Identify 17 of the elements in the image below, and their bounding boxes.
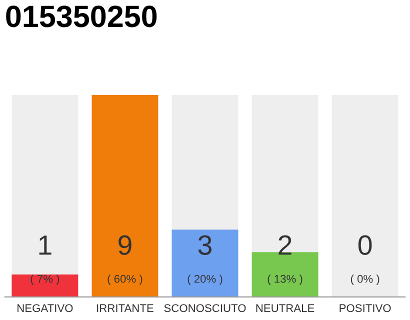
annotation: ( 60% ) [108, 274, 142, 285]
chart-title: 015350250 [6, 6, 157, 28]
data-label: 3 [198, 235, 212, 255]
data-label: 2 [278, 235, 292, 255]
annotation: ( 20% ) [188, 274, 222, 285]
x-tick-label: POSITIVO [340, 304, 391, 312]
data-label: 0 [358, 235, 372, 255]
data-label: 9 [118, 235, 132, 255]
x-tick-label: SCONOSCIUTO [164, 304, 246, 312]
bar [12, 274, 78, 297]
data-label: 1 [39, 236, 52, 255]
x-tick-label: NEGATIVO [18, 304, 73, 312]
annotation: ( 7% ) [30, 274, 60, 285]
x-tick-label: IRRITANTE [97, 304, 154, 312]
annotation: ( 0% ) [350, 274, 380, 285]
annotation: ( 13% ) [268, 274, 302, 285]
x-tick-label: NEUTRALE [256, 304, 314, 312]
